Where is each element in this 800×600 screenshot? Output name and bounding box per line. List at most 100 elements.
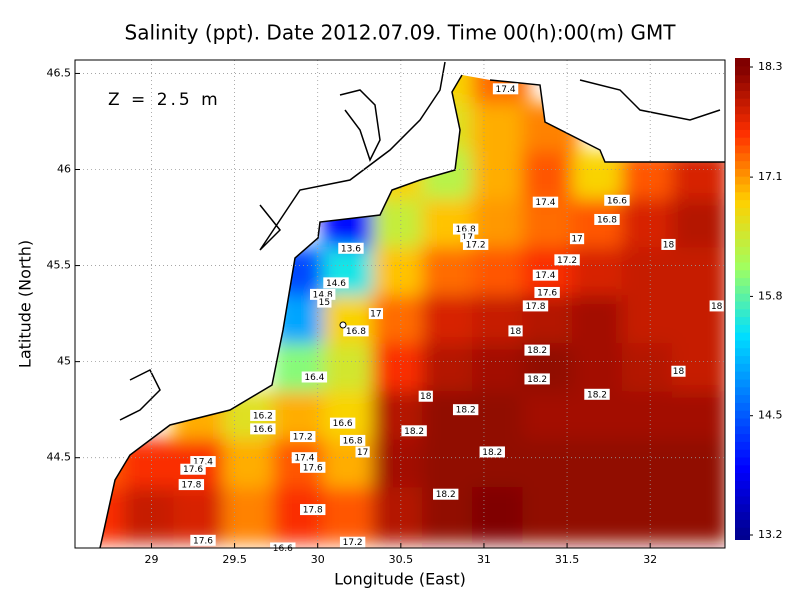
chart-title: Salinity (ppt). Date 2012.07.09. Time 00… <box>125 21 677 45</box>
contour-label-box <box>291 452 318 464</box>
contour-label: 17.2 <box>557 256 577 266</box>
field-cell <box>372 295 430 352</box>
field-cell <box>472 247 529 304</box>
coastline <box>99 74 463 549</box>
colorbar-cap <box>735 534 750 540</box>
contour-label-box <box>508 325 523 337</box>
field-cell <box>222 439 280 496</box>
y-tick-label: 45.5 <box>47 259 72 272</box>
field-cell <box>621 295 679 352</box>
colorbar-step <box>735 253 750 263</box>
colorbar-step <box>735 89 750 99</box>
contour-label-box <box>479 446 505 458</box>
contour-label-box <box>250 409 276 421</box>
field-cell <box>522 391 579 448</box>
colorbar-step <box>735 113 750 123</box>
contour-labels: 17.416.617.416.816.81717.2171813.617.214… <box>178 83 724 554</box>
field-cell <box>472 487 529 544</box>
contour-label-box <box>532 269 559 281</box>
contour-label: 17 <box>370 310 381 320</box>
colorbar-step <box>735 362 750 372</box>
contour-label: 17 <box>357 448 368 458</box>
contour-label: 17.6 <box>183 465 203 475</box>
field-cell <box>372 247 430 304</box>
contour-label: 18.2 <box>527 375 547 385</box>
x-tick-label: 29.5 <box>222 553 247 566</box>
contour-label-box <box>661 238 676 250</box>
colorbar-step <box>735 167 750 177</box>
field-cell <box>522 199 579 256</box>
field-cell <box>671 151 725 207</box>
contour-label: 16.6 <box>273 544 293 554</box>
contour-label-box <box>329 417 356 429</box>
colorbar-step <box>735 144 750 154</box>
x-tick-label: 30.5 <box>389 553 414 566</box>
colorbar-step <box>735 495 750 505</box>
field-cell <box>322 295 380 352</box>
colorbar-step <box>735 370 750 380</box>
station-marker <box>339 321 347 329</box>
field-cell <box>372 199 430 256</box>
field-cell <box>422 247 479 304</box>
contour-label: 16.8 <box>346 327 366 337</box>
field-cell <box>372 439 430 496</box>
field-cell <box>572 487 629 544</box>
field-cell <box>671 439 725 496</box>
field-cell <box>621 391 679 448</box>
contour-label-box <box>300 461 326 473</box>
contour-label: 16.4 <box>304 373 324 383</box>
colorbar-tick-label: 18.3 <box>758 60 783 73</box>
field-cell <box>671 487 725 544</box>
field-cell <box>123 439 180 496</box>
contour-label: 16.2 <box>253 411 273 421</box>
colorbar-step <box>735 323 750 333</box>
x-tick-label: 29 <box>144 553 158 566</box>
field-cell <box>621 247 679 304</box>
contour-label-box <box>178 479 205 491</box>
colorbar-step <box>735 292 750 302</box>
colorbar-cap <box>735 58 750 68</box>
field-cell <box>472 103 529 159</box>
colorbar-step <box>735 308 750 318</box>
field-cell <box>272 343 330 400</box>
contour-label-box <box>534 286 560 298</box>
contour-label: 18.2 <box>527 346 547 356</box>
field-cell <box>671 199 725 256</box>
colorbar-step <box>735 518 750 528</box>
colorbar-step <box>735 347 750 357</box>
colorbar-step <box>735 105 750 115</box>
colorbar-step <box>735 526 750 536</box>
colorbar: 13.2 14.5 15.8 17.1 18.3 <box>735 58 783 541</box>
contour-label: 15 <box>319 298 330 308</box>
contour-label-box <box>460 231 475 243</box>
field-cell <box>123 487 180 544</box>
colorbar-step <box>735 206 750 216</box>
colorbar-step <box>735 269 750 279</box>
contour-label: 17.4 <box>294 454 314 464</box>
colorbar-step <box>735 503 750 513</box>
colorbar-step <box>735 479 750 489</box>
contour-label-box <box>594 213 620 225</box>
river-outline <box>259 61 446 251</box>
contour-label: 14.8 <box>313 290 333 300</box>
field-cell <box>100 439 130 496</box>
lagoon-outline <box>119 368 161 421</box>
contour-label: 18 <box>673 367 685 377</box>
colorbar-step <box>735 183 750 193</box>
contour-label-box <box>492 83 519 95</box>
contour-label: 16.6 <box>253 425 273 435</box>
contour-label-box <box>338 242 364 254</box>
colorbar-step <box>735 355 750 364</box>
contour-label: 17.4 <box>193 458 213 468</box>
colorbar-step <box>735 74 750 84</box>
contour-label: 17.6 <box>303 463 323 473</box>
x-tick-label: 30 <box>311 553 325 566</box>
colorbar-step <box>735 199 750 208</box>
y-tick-label: 46.5 <box>47 66 72 79</box>
field-cell <box>522 487 579 544</box>
contour-label: 16.8 <box>597 215 617 225</box>
colorbar-step <box>735 121 750 130</box>
contour-label-box <box>401 425 427 437</box>
colorbar-step <box>735 433 750 442</box>
field-cell <box>372 487 430 544</box>
